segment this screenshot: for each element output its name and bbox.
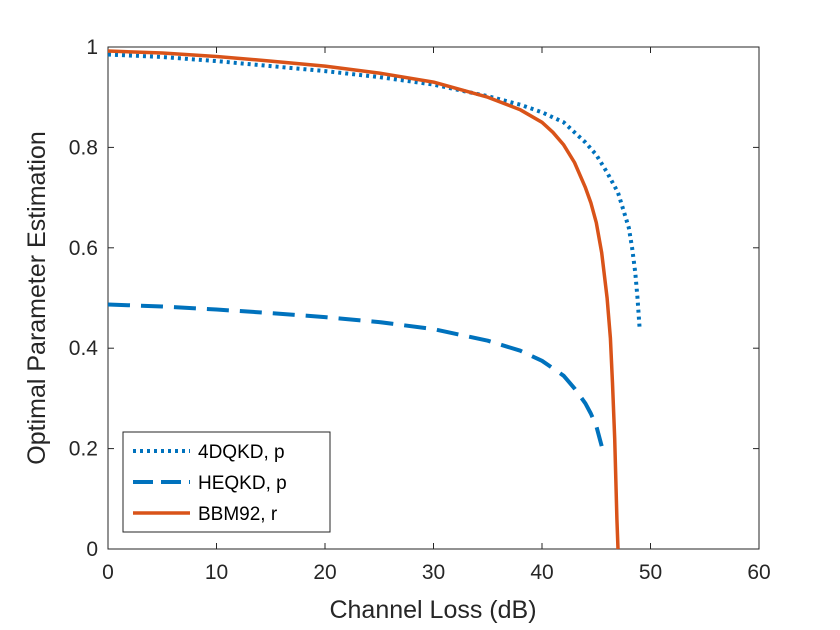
x-axis: 0 10 20 30 40 50 60 xyxy=(102,47,771,584)
series-layer xyxy=(107,49,642,550)
legend-label-1: HEQKD, p xyxy=(198,473,287,494)
y-tick-label: 0.8 xyxy=(69,136,98,159)
y-tick-label: 0.4 xyxy=(69,337,99,360)
x-tick-label: 60 xyxy=(747,561,770,584)
x-tick-label: 0 xyxy=(102,561,114,584)
x-tick-label: 50 xyxy=(639,561,662,584)
y-tick-label: 0 xyxy=(86,538,98,561)
x-tick-label: 30 xyxy=(422,561,445,584)
y-tick-label: 0.6 xyxy=(69,237,98,260)
series-line-1 xyxy=(107,302,604,447)
series-line-0 xyxy=(107,52,642,329)
y-axis: 0 0.2 0.4 0.6 0.8 1 xyxy=(69,36,759,561)
legend-label-2: BBM92, r xyxy=(198,504,278,525)
x-tick-label: 10 xyxy=(205,561,228,584)
series-line-2 xyxy=(107,49,620,550)
x-tick-label: 40 xyxy=(530,561,553,584)
x-tick-label: 20 xyxy=(313,561,336,584)
legend-box xyxy=(122,431,331,533)
y-axis-label: Optimal Parameter Estimation xyxy=(23,131,51,464)
y-tick-label: 0.2 xyxy=(69,438,98,461)
legend: 4DQKD, p HEQKD, p BBM92, r xyxy=(122,431,331,533)
legend-label-0: 4DQKD, p xyxy=(198,442,285,463)
y-tick-label: 1 xyxy=(86,36,98,59)
x-axis-label: Channel Loss (dB) xyxy=(329,596,536,624)
